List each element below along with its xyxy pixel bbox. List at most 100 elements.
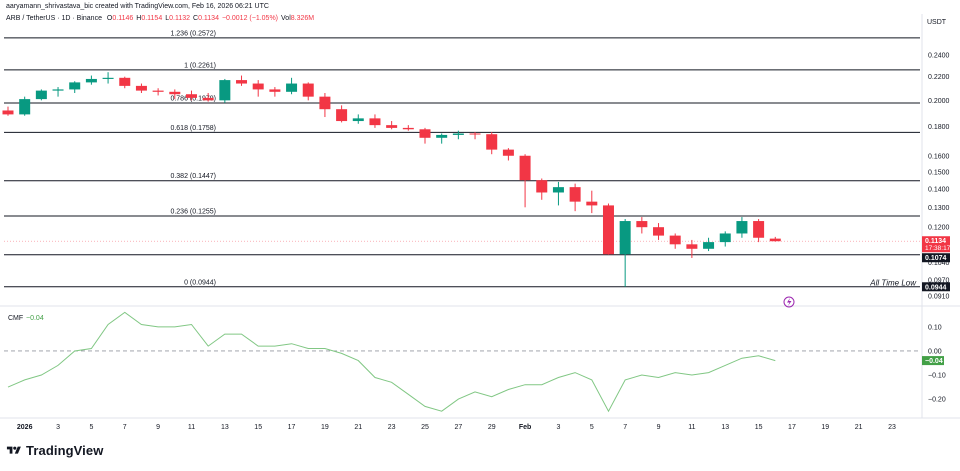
candle-body[interactable] — [35, 90, 47, 100]
candle[interactable] — [119, 76, 131, 89]
candle[interactable] — [35, 89, 47, 101]
candle[interactable] — [352, 114, 364, 124]
candle-body[interactable] — [602, 205, 614, 255]
candle-body[interactable] — [636, 221, 648, 228]
candle[interactable] — [52, 87, 64, 97]
candle-body[interactable] — [2, 110, 14, 115]
candle[interactable] — [486, 132, 498, 155]
symbol-legend[interactable]: ARB / TetherUS · 1D · Binance O0.1146 H0.… — [6, 15, 314, 22]
candle[interactable] — [69, 81, 81, 94]
candle-body[interactable] — [753, 221, 765, 238]
candle-body[interactable] — [219, 80, 231, 101]
candle-body[interactable] — [736, 221, 748, 234]
candle[interactable] — [369, 114, 381, 128]
candle[interactable] — [185, 90, 197, 101]
candle[interactable] — [135, 83, 147, 94]
candle[interactable] — [719, 231, 731, 247]
candle-body[interactable] — [486, 134, 498, 150]
candle[interactable] — [686, 239, 698, 258]
time-axis[interactable]: 2026 3 5 7 9 11 13 15 17 19 21 23 25 27 29 Feb 3 5 7 9 11 13 1… — [17, 424, 896, 431]
candle-body[interactable] — [85, 78, 97, 83]
candle[interactable] — [469, 132, 481, 140]
candle[interactable] — [452, 130, 464, 140]
candle-body[interactable] — [352, 118, 364, 122]
candle[interactable] — [636, 217, 648, 234]
candle[interactable] — [269, 87, 281, 97]
candle[interactable] — [536, 178, 548, 200]
candle[interactable] — [753, 219, 765, 243]
candle-body[interactable] — [202, 97, 214, 101]
candle[interactable] — [102, 72, 114, 84]
candle[interactable] — [402, 125, 414, 131]
candle[interactable] — [586, 190, 598, 214]
candle-body[interactable] — [452, 133, 464, 135]
candle[interactable] — [386, 121, 398, 130]
candle-body[interactable] — [269, 89, 281, 92]
candle[interactable] — [2, 106, 14, 116]
candle-body[interactable] — [552, 187, 564, 193]
candle-body[interactable] — [169, 91, 181, 95]
candle[interactable] — [286, 77, 298, 95]
candle-body[interactable] — [653, 227, 665, 236]
candle-body[interactable] — [436, 134, 448, 138]
candle-body[interactable] — [286, 83, 298, 92]
candle-body[interactable] — [769, 238, 781, 242]
candle-body[interactable] — [519, 155, 531, 181]
candle[interactable] — [85, 75, 97, 85]
candle-body[interactable] — [586, 201, 598, 206]
candle[interactable] — [552, 181, 564, 206]
candle-body[interactable] — [536, 180, 548, 193]
candle[interactable] — [736, 217, 748, 238]
candle[interactable] — [319, 93, 331, 118]
candle[interactable] — [502, 148, 514, 161]
candle-body[interactable] — [119, 77, 131, 86]
candle[interactable] — [219, 78, 231, 103]
candle[interactable] — [252, 80, 264, 97]
candle[interactable] — [152, 88, 164, 96]
candle[interactable] — [202, 93, 214, 102]
candle-body[interactable] — [102, 77, 114, 79]
candle-body[interactable] — [669, 235, 681, 245]
candle-body[interactable] — [302, 83, 314, 97]
candle[interactable] — [169, 89, 181, 100]
price-axis[interactable]: 0.2400 0.2200 0.2000 0.1800 0.1600 0.1500 0.14… — [928, 53, 950, 404]
candle-body[interactable] — [69, 82, 81, 90]
candle-body[interactable] — [336, 109, 348, 122]
candle-body[interactable] — [502, 149, 514, 156]
candle[interactable] — [519, 154, 531, 208]
candle-body[interactable] — [152, 90, 164, 92]
candle-body[interactable] — [402, 127, 414, 130]
candle-body[interactable] — [369, 118, 381, 126]
candle-body[interactable] — [719, 233, 731, 243]
candle[interactable] — [703, 237, 715, 252]
candle-body[interactable] — [252, 83, 264, 90]
candle-body[interactable] — [319, 96, 331, 110]
candle-body[interactable] — [52, 89, 64, 91]
candle-body[interactable] — [686, 244, 698, 249]
candle-body[interactable] — [569, 187, 581, 202]
candle-body[interactable] — [703, 242, 715, 249]
candle[interactable] — [236, 75, 248, 86]
candle[interactable] — [419, 127, 431, 144]
candle[interactable] — [653, 223, 665, 240]
candle[interactable] — [569, 183, 581, 212]
candle[interactable] — [19, 96, 31, 116]
candle[interactable] — [602, 203, 614, 255]
candle[interactable] — [669, 233, 681, 249]
candle-body[interactable] — [236, 80, 248, 84]
candle-body[interactable] — [19, 99, 31, 115]
candle[interactable] — [436, 133, 448, 144]
candle[interactable] — [619, 219, 631, 287]
tradingview-logo[interactable]: TradingView — [6, 443, 103, 458]
candlestick-series[interactable] — [2, 72, 781, 287]
candle-body[interactable] — [469, 133, 481, 135]
candle-body[interactable] — [619, 221, 631, 255]
candle-body[interactable] — [135, 85, 147, 91]
candle-body[interactable] — [185, 94, 197, 98]
candle-body[interactable] — [386, 125, 398, 128]
candle[interactable] — [769, 236, 781, 242]
candle-body[interactable] — [419, 129, 431, 138]
lightning-icon[interactable] — [783, 296, 795, 308]
candle[interactable] — [302, 82, 314, 101]
candle[interactable] — [336, 105, 348, 123]
